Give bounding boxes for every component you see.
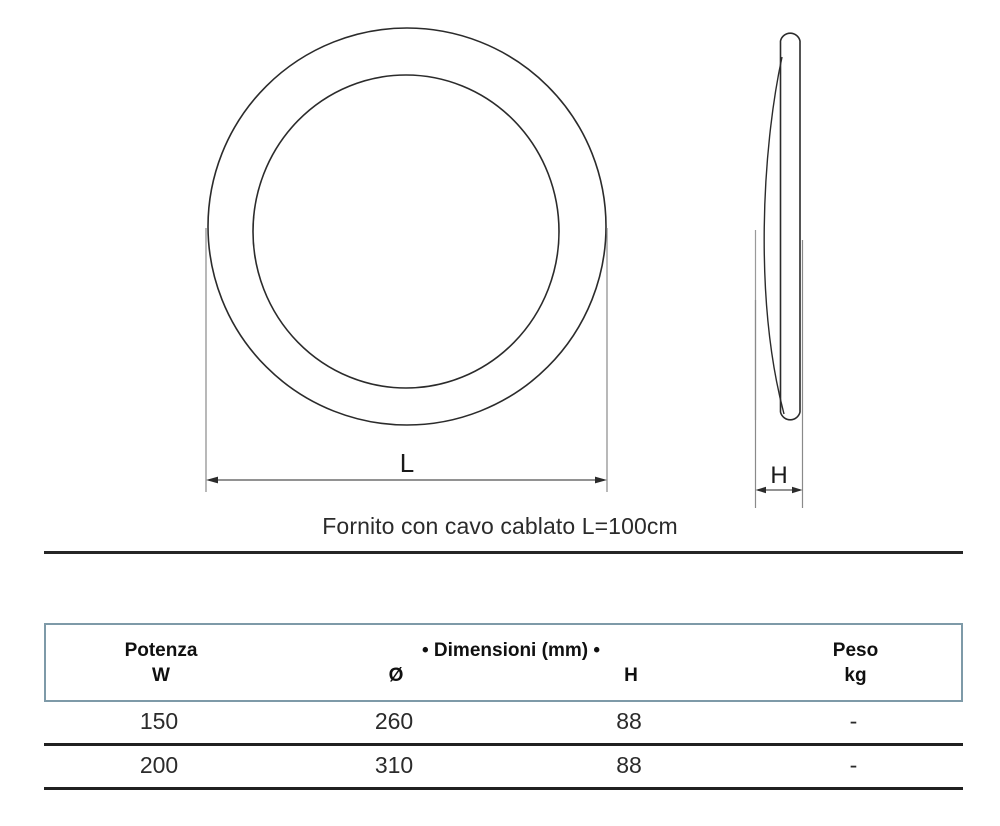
cell-power: 200	[139, 751, 179, 778]
header-height-symbol: H	[624, 664, 638, 686]
technical-drawing-svg: L H	[205, 27, 804, 508]
arrowhead-right-l	[595, 476, 607, 484]
cell-height: 88	[616, 751, 642, 778]
specs-table: Potenza W • Dimensioni (mm) • Ø H Peso k…	[44, 623, 963, 790]
dimension-h-group: H	[754, 240, 804, 508]
header-dimensions-subrow: Ø H	[276, 664, 746, 688]
table-row: 200 310 88 -	[44, 746, 963, 790]
dimension-label-l: L	[400, 448, 414, 478]
table-row: 150 260 88 -	[44, 702, 963, 746]
cell-diameter: 310	[374, 751, 414, 778]
cell-height: 88	[616, 707, 642, 734]
supply-note-text: Fornito con cavo cablato L=100cm	[322, 513, 678, 539]
dimension-label-h: H	[770, 462, 787, 489]
header-cell-power: Potenza W	[46, 625, 276, 700]
header-dimensions-title: • Dimensioni (mm) •	[422, 640, 600, 662]
header-power-unit: W	[152, 664, 170, 686]
cell-weight: -	[849, 707, 858, 734]
side-view-profile	[754, 32, 801, 421]
table-body: 150 260 88 - 200 310 88 -	[44, 702, 963, 790]
arrowhead-left-h	[755, 486, 766, 494]
profile-body-outline	[779, 32, 801, 421]
header-cell-dimensions: • Dimensioni (mm) • Ø H	[276, 625, 746, 700]
header-power-title: Potenza	[124, 640, 198, 662]
header-weight-unit: kg	[844, 664, 867, 686]
cell-diameter: 260	[374, 707, 414, 734]
table-header-row: Potenza W • Dimensioni (mm) • Ø H Peso k…	[44, 623, 963, 702]
inner-ring-circle	[252, 74, 560, 389]
header-weight-title: Peso	[832, 640, 879, 662]
section-divider-rule	[44, 551, 963, 554]
outer-ring-circle	[207, 27, 607, 426]
arrowhead-left-l	[206, 476, 218, 484]
technical-drawing-area: L H	[205, 27, 804, 508]
profile-front-curve	[763, 56, 785, 415]
header-diameter-symbol: Ø	[388, 664, 404, 686]
caption-row: Fornito con cavo cablato L=100cm	[0, 513, 1000, 561]
front-view-round-luminaire	[207, 27, 607, 426]
cell-weight: -	[849, 751, 858, 778]
header-cell-weight: Peso kg	[746, 625, 965, 700]
arrowhead-right-h	[792, 486, 803, 494]
cell-power: 150	[139, 707, 179, 734]
dimension-l-group: L	[205, 228, 608, 492]
